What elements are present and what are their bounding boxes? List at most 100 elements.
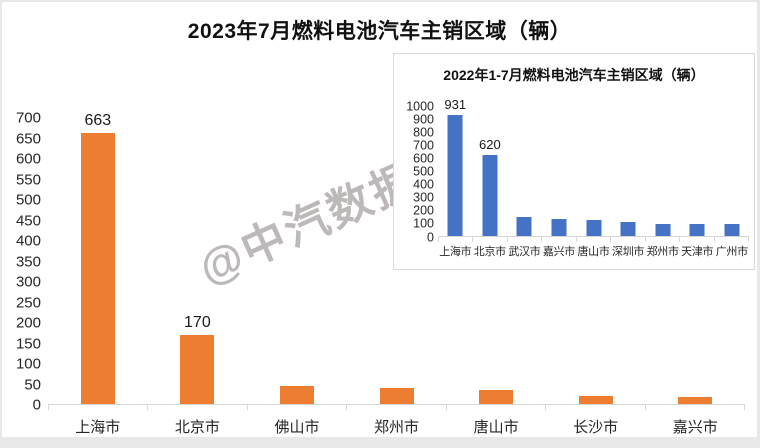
bar-天津市 (689, 223, 705, 236)
chart-surface: 2023年7月燃料电池汽车主销区域（辆） 0 50 100 150 200 250 300 3… (2, 2, 757, 437)
bar-cell (247, 118, 347, 404)
bar-cell: 931 (438, 98, 473, 236)
x-tick (248, 405, 348, 410)
y-tick-label: 100 (413, 216, 434, 231)
bar-深圳市 (620, 221, 636, 236)
bar-cell: 663 (48, 113, 148, 404)
x-tick (646, 237, 681, 242)
bar-郑州市 (655, 223, 671, 236)
category-label: 上海市 (75, 419, 121, 436)
main-chart-title: 2023年7月燃料电池汽车主销区域（辆） (187, 20, 572, 43)
bar-唐山市 (479, 389, 514, 404)
bar-cell (715, 106, 750, 236)
y-tick-label: 100 (15, 355, 41, 373)
bar-北京市 (482, 155, 498, 236)
main-x-axis-labels: 上海市 北京市 佛山市 郑州市 唐山市 长沙市 嘉兴市 (48, 416, 745, 436)
x-tick (347, 405, 447, 410)
data-label: 170 (184, 313, 211, 331)
bar-cell (507, 106, 542, 236)
x-tick (680, 237, 715, 242)
category-label: 佛山市 (274, 419, 320, 436)
category-label: 唐山市 (577, 246, 610, 258)
bar-武汉市 (516, 216, 532, 236)
inset-plot-area: 931 620 (438, 98, 750, 237)
main-y-axis: 0 50 100 150 200 250 300 350 400 450 500 550 600 650 7… (2, 111, 41, 413)
category-label: 深圳市 (612, 246, 645, 258)
x-tick (473, 237, 508, 242)
bar-长沙市 (578, 395, 613, 404)
category-label: 长沙市 (573, 419, 619, 436)
y-tick-label: 500 (413, 164, 434, 179)
y-tick-label: 500 (15, 191, 41, 209)
x-tick (447, 405, 547, 410)
inset-x-axis-ticks (438, 237, 749, 242)
bar-cell (611, 106, 646, 236)
y-tick-label: 0 (427, 229, 434, 244)
x-tick (715, 237, 749, 242)
bar-cell (347, 118, 447, 404)
inset-chart-panel: 2022年1-7月燃料电池汽车主销区域（辆） 0 100 200 300 400 500 6… (393, 53, 755, 270)
y-tick-label: 550 (15, 171, 41, 188)
bar-嘉兴市 (551, 219, 567, 236)
category-label: 北京市 (174, 419, 220, 436)
x-tick (148, 405, 248, 410)
category-label: 上海市 (439, 246, 472, 258)
y-tick-label: 900 (413, 111, 434, 126)
y-tick-label: 300 (413, 190, 434, 205)
data-label: 663 (84, 112, 112, 130)
inset-y-axis: 0 100 200 300 400 500 600 700 800 900 1000 (394, 100, 434, 243)
y-tick-label: 50 (24, 376, 41, 393)
bar-cell (446, 118, 546, 404)
category-label: 广州市 (715, 246, 748, 258)
bar-cell (546, 118, 646, 404)
category-label: 嘉兴市 (542, 246, 576, 258)
bar-郑州市 (379, 388, 414, 404)
main-plot-area: 663 170 (48, 113, 745, 405)
bar-广州市 (724, 223, 740, 236)
y-tick-label: 1000 (406, 98, 434, 113)
category-label: 武汉市 (508, 246, 541, 258)
y-tick-label: 200 (15, 314, 41, 332)
y-tick-label: 450 (15, 212, 41, 229)
bar-cell (645, 106, 680, 236)
y-tick-label: 400 (413, 177, 434, 192)
y-tick-label: 600 (413, 151, 434, 166)
bar-嘉兴市 (678, 397, 713, 404)
bar-cell: 170 (148, 118, 248, 404)
y-tick-label: 350 (15, 253, 41, 270)
x-tick (542, 237, 577, 242)
bar-cell (576, 106, 611, 236)
y-tick-label: 650 (15, 130, 41, 147)
x-tick (546, 405, 646, 410)
y-tick-label: 400 (15, 232, 41, 250)
x-tick (49, 405, 149, 410)
bar-北京市 (180, 334, 215, 404)
category-label: 天津市 (681, 246, 714, 258)
y-tick-label: 700 (413, 138, 434, 153)
bar-唐山市 (586, 220, 602, 236)
main-x-axis-ticks (48, 405, 745, 410)
bar-佛山市 (279, 385, 314, 404)
bar-cell (542, 106, 577, 236)
x-tick (508, 237, 543, 242)
y-tick-label: 800 (413, 124, 434, 139)
y-tick-label: 700 (15, 109, 41, 127)
x-tick (577, 237, 612, 242)
y-tick-label: 200 (413, 203, 434, 218)
y-tick-label: 250 (15, 294, 41, 311)
category-label: 唐山市 (473, 419, 519, 436)
category-label: 郑州市 (374, 419, 420, 436)
category-label: 北京市 (473, 246, 506, 258)
data-label: 931 (444, 96, 467, 112)
bar-上海市 (447, 114, 463, 236)
bar-cell: 620 (473, 106, 508, 236)
x-tick (439, 237, 474, 242)
bar-cell (645, 118, 745, 404)
y-tick-label: 0 (32, 396, 41, 414)
y-tick-label: 600 (15, 150, 41, 168)
data-label: 620 (478, 137, 501, 153)
category-label: 郑州市 (646, 246, 679, 258)
x-tick (611, 237, 646, 242)
inset-x-axis-labels: 上海市 北京市 武汉市 嘉兴市 唐山市 深圳市 郑州市 天津市 广州市 (438, 243, 749, 258)
